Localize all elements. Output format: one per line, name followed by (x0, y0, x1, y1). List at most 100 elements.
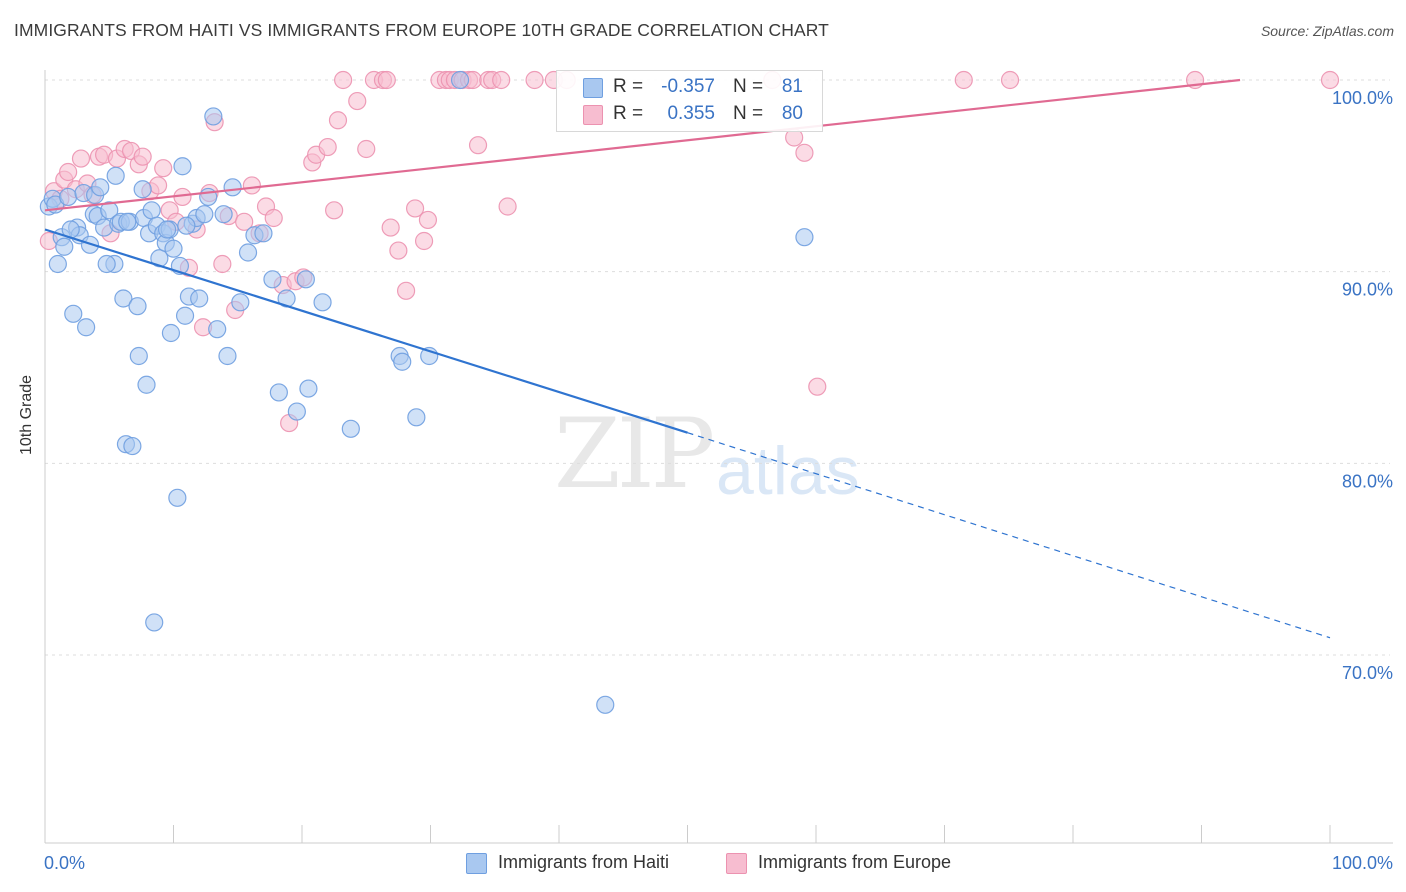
haiti-point (596, 695, 615, 714)
haiti-point (164, 239, 183, 258)
source-credit: Source: ZipAtlas.com (1260, 23, 1394, 39)
europe-point (405, 199, 425, 218)
haiti-point (450, 70, 470, 90)
n-value: 81 (781, 76, 803, 97)
europe-legend-label: Immigrants from Europe (758, 852, 952, 872)
europe-point (133, 147, 152, 166)
x-tick-label-min: 0.0% (44, 853, 85, 873)
europe-point (154, 159, 173, 178)
europe-point (348, 91, 367, 111)
haiti-trend-extension (687, 432, 1331, 639)
haiti-point (177, 216, 196, 235)
europe-point (357, 139, 376, 159)
haiti-point (123, 436, 142, 456)
haiti-point (77, 318, 96, 337)
haiti-point (296, 270, 315, 289)
haiti-point (214, 205, 233, 224)
haiti-point (269, 383, 288, 402)
haiti-point (64, 304, 83, 323)
europe-point (381, 218, 400, 237)
haiti-point (137, 375, 156, 394)
europe-point (334, 70, 353, 90)
y-axis-label: 10th Grade (18, 374, 35, 455)
europe-point (148, 176, 168, 195)
europe-point (498, 197, 517, 216)
europe-point (525, 70, 544, 90)
haiti-point (142, 201, 161, 220)
europe-point (318, 137, 337, 157)
haiti-point (97, 254, 116, 274)
haiti-point (114, 289, 133, 308)
n-value: 80 (781, 103, 803, 124)
n-label: N = (733, 76, 764, 97)
haiti-point (175, 306, 195, 325)
haiti-point (190, 289, 209, 308)
y-tick-label: 80.0% (1342, 471, 1393, 491)
haiti-point (195, 205, 214, 224)
europe-point (328, 111, 348, 130)
haiti-point (106, 166, 125, 185)
haiti-point (173, 157, 192, 176)
haiti-point (118, 212, 137, 231)
europe-point (377, 70, 396, 90)
europe-point (325, 201, 344, 220)
europe-point (418, 210, 438, 230)
europe-swatch (583, 105, 603, 125)
r-label: R = (613, 76, 644, 97)
haiti-swatch (583, 78, 603, 98)
europe-point (242, 176, 261, 195)
haiti-point (299, 379, 318, 398)
haiti-point (161, 323, 181, 343)
haiti-point (128, 297, 147, 316)
r-value: -0.357 (661, 76, 715, 97)
europe-point (235, 212, 254, 231)
europe-point (492, 70, 511, 90)
haiti-point (133, 180, 152, 199)
europe-point (71, 149, 91, 168)
haiti-point (91, 178, 110, 197)
haiti-point (55, 237, 74, 256)
haiti-point (795, 228, 814, 247)
haiti-point (407, 408, 426, 427)
europe-trend-line (44, 78, 1241, 212)
y-tick-label: 90.0% (1342, 280, 1393, 300)
haiti-point (341, 419, 360, 438)
haiti-point (157, 220, 177, 239)
haiti-legend-label: Immigrants from Haiti (498, 852, 670, 872)
r-label: R = (613, 103, 644, 124)
haiti-point (48, 254, 67, 274)
haiti-point (313, 293, 332, 312)
europe-legend-swatch (726, 853, 747, 874)
europe-point (59, 162, 78, 182)
r-value: 0.355 (667, 103, 715, 124)
haiti-point (145, 613, 164, 632)
europe-point (389, 241, 408, 260)
europe-point (264, 208, 283, 228)
haiti-legend-swatch (466, 853, 487, 874)
chart-title: IMMIGRANTS FROM HAITI VS IMMIGRANTS FROM… (14, 20, 829, 40)
legend-row-europe: R = 0.355 N = 80 (557, 101, 822, 127)
legend-row-haiti: R = -0.357 N = 81 (557, 74, 822, 100)
n-label: N = (733, 103, 764, 124)
haiti-point (129, 346, 148, 366)
haiti-point (393, 352, 412, 371)
europe-point (468, 136, 488, 155)
haiti-point (208, 320, 227, 339)
haiti-point (59, 187, 78, 207)
europe-point (414, 231, 434, 251)
haiti-point (218, 346, 237, 366)
europe-point (954, 70, 973, 90)
europe-point (396, 281, 416, 300)
haiti-trend-line (44, 228, 688, 434)
europe-point (808, 377, 827, 396)
haiti-point (204, 107, 223, 126)
europe-point (795, 143, 814, 162)
haiti-point (263, 270, 282, 289)
europe-point (1000, 70, 1020, 90)
haiti-point (100, 201, 119, 220)
stats-legend: R = -0.357 N = 81 R = 0.355 N = 80 (556, 70, 823, 132)
haiti-point (254, 224, 273, 243)
watermark-atlas: atlas (716, 433, 860, 509)
y-tick-label: 70.0% (1342, 663, 1393, 683)
